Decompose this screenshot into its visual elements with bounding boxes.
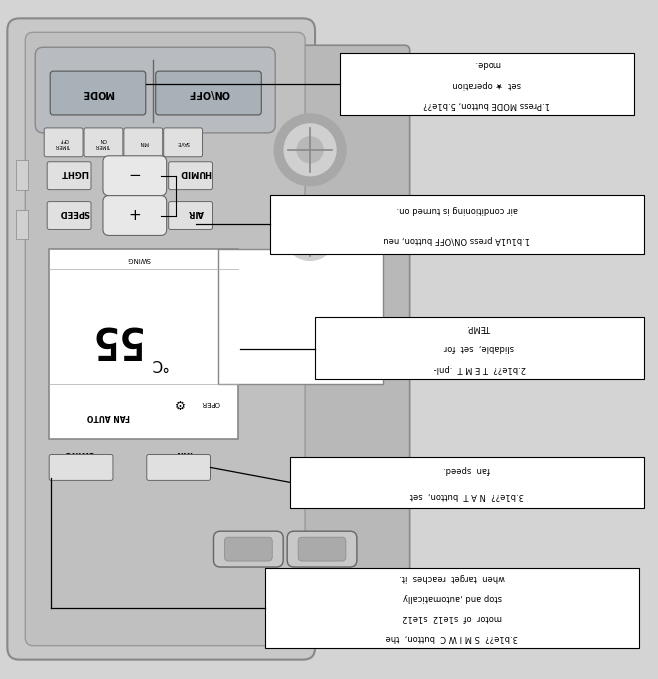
Circle shape	[284, 208, 336, 260]
Text: stop and ,automatically: stop and ,automatically	[403, 593, 501, 602]
FancyBboxPatch shape	[47, 162, 91, 189]
Text: 1.Press MODE button, 5.b1e??: 1.Press MODE button, 5.b1e??	[423, 100, 550, 109]
Text: TIMER
OFF: TIMER OFF	[56, 137, 71, 148]
FancyBboxPatch shape	[50, 71, 146, 115]
FancyBboxPatch shape	[36, 48, 275, 133]
Circle shape	[274, 198, 346, 270]
Text: when  target  reaches  it.: when target reaches it.	[399, 574, 505, 583]
Text: 2.b1e??  T E M T  .pnl-: 2.b1e?? T E M T .pnl-	[433, 364, 526, 373]
FancyBboxPatch shape	[47, 202, 91, 230]
FancyBboxPatch shape	[298, 537, 346, 561]
Text: ON\OFF: ON\OFF	[188, 88, 229, 98]
Text: HUMID: HUMID	[180, 168, 211, 177]
FancyBboxPatch shape	[103, 155, 166, 196]
Text: LIGHT: LIGHT	[60, 168, 88, 177]
FancyBboxPatch shape	[287, 531, 357, 567]
Text: TIMER
ON: TIMER ON	[96, 137, 111, 148]
Text: °C: °C	[149, 356, 167, 371]
Bar	[270, 195, 644, 255]
FancyBboxPatch shape	[213, 531, 283, 567]
FancyBboxPatch shape	[168, 202, 213, 230]
FancyBboxPatch shape	[156, 71, 261, 115]
Text: SPEED: SPEED	[59, 208, 89, 217]
Text: MODE: MODE	[82, 88, 114, 98]
FancyBboxPatch shape	[25, 33, 305, 646]
Bar	[265, 568, 639, 648]
FancyBboxPatch shape	[49, 454, 113, 481]
FancyBboxPatch shape	[124, 128, 163, 157]
Bar	[16, 160, 28, 189]
Circle shape	[297, 221, 323, 247]
Bar	[49, 249, 238, 439]
Bar	[290, 456, 644, 509]
FancyBboxPatch shape	[84, 128, 123, 157]
Bar	[315, 317, 644, 379]
Text: 1.b1u1A press ON\OFF button, neu: 1.b1u1A press ON\OFF button, neu	[384, 235, 530, 244]
FancyBboxPatch shape	[191, 45, 410, 583]
Text: FAN: FAN	[175, 449, 192, 458]
FancyBboxPatch shape	[44, 128, 83, 157]
Bar	[218, 249, 383, 384]
FancyBboxPatch shape	[224, 537, 272, 561]
Text: motor  of  s1e12  s1e12: motor of s1e12 s1e12	[402, 613, 502, 623]
Text: OPER: OPER	[201, 400, 220, 406]
Text: SWING: SWING	[127, 257, 151, 262]
Bar	[340, 53, 634, 115]
FancyBboxPatch shape	[103, 196, 166, 236]
Text: slidable,  set  for: slidable, set for	[444, 344, 515, 352]
Circle shape	[297, 137, 323, 163]
Text: 55: 55	[86, 318, 139, 361]
Text: SWING: SWING	[64, 449, 93, 458]
Text: TEMP.: TEMP.	[467, 323, 492, 332]
Text: +: +	[128, 208, 141, 223]
FancyBboxPatch shape	[168, 162, 213, 189]
Text: AIR: AIR	[188, 208, 203, 217]
Text: set  ★ operation: set ★ operation	[453, 79, 521, 88]
Text: ⚙: ⚙	[173, 397, 184, 409]
Text: −: −	[128, 168, 141, 183]
FancyBboxPatch shape	[147, 454, 211, 481]
Text: air conditioning is turned on.: air conditioning is turned on.	[396, 205, 518, 214]
Text: 3.b1e??  N A T  button,  set: 3.b1e?? N A T button, set	[410, 491, 524, 500]
Circle shape	[284, 124, 336, 176]
Text: mode.: mode.	[474, 59, 500, 68]
Text: SAVE: SAVE	[177, 140, 190, 145]
Bar	[16, 210, 28, 240]
FancyBboxPatch shape	[7, 18, 315, 659]
Text: MIN: MIN	[139, 140, 148, 145]
FancyBboxPatch shape	[164, 128, 203, 157]
Text: 3.b1e??  S M I W C  button,  the: 3.b1e?? S M I W C button, the	[386, 634, 519, 642]
Circle shape	[274, 114, 346, 185]
Text: FAN AUTO: FAN AUTO	[88, 412, 130, 421]
Text: fan  speed.: fan speed.	[443, 465, 490, 474]
